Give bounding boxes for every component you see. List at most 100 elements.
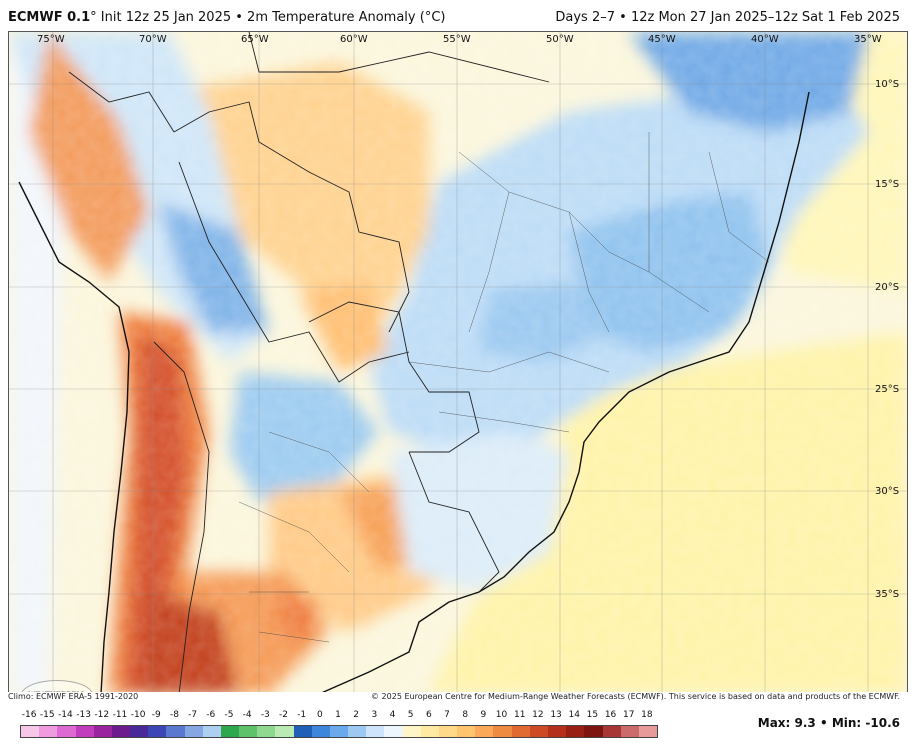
footer: Climo: ECMWF ERA-5 1991-2020 © 2025 Euro… [0, 692, 914, 704]
colorbar-swatch [329, 726, 349, 737]
colorbar-tick-label: -5 [224, 710, 234, 720]
map-title: ECMWF 0.1° Init 12z 25 Jan 2025 • 2m Tem… [8, 10, 445, 25]
colorbar-tick-label: 16 [604, 710, 617, 720]
copyright-note: © 2025 European Centre for Medium-Range … [371, 692, 900, 701]
colorbar-swatch [39, 726, 58, 737]
colorbar-swatch [293, 726, 312, 737]
min-label: Min [831, 716, 857, 730]
colorbar-swatch [438, 726, 458, 737]
colorbar-swatch [420, 726, 439, 737]
header: ECMWF 0.1° Init 12z 25 Jan 2025 • 2m Tem… [0, 0, 914, 30]
coastline [18, 91, 810, 694]
colorbar-swatch [202, 726, 221, 737]
colorbar-tick-label: 15 [586, 710, 599, 720]
colorbar-swatch [547, 726, 567, 737]
colorbar-tick-label: -1 [297, 710, 307, 720]
colorbar-swatch [475, 726, 494, 737]
colorbar-tick-label: -3 [260, 710, 270, 720]
colorbar-tick-label: 3 [371, 710, 378, 720]
colorbar-ticks: -16 -15 -14 -13 -12 -11 -10 -9 -8 -7 -6 -5 -4 -3 -2 -1 0… [20, 710, 656, 722]
colorbar-swatch [184, 726, 203, 737]
colorbar-tick-label: 11 [513, 710, 526, 720]
colorbar-swatch [638, 726, 658, 737]
max-value: 9.3 [794, 716, 816, 730]
lat-label: 10°S [875, 79, 899, 90]
colorbar-swatch [166, 726, 185, 737]
colorbar-tick-label: -11 [112, 710, 128, 720]
colorbar-swatch [384, 726, 403, 737]
colorbar-swatch [620, 726, 639, 737]
colorbar-tick-label: -12 [94, 710, 110, 720]
colorbar-tick-label: 4 [389, 710, 396, 720]
graticule [9, 32, 907, 694]
colorbar-swatch [257, 726, 276, 737]
colorbar-tick-label: 2 [353, 710, 360, 720]
colorbar-tick-label: -4 [242, 710, 252, 720]
colorbar-swatch [75, 726, 94, 737]
colorbar-tick-label: 18 [641, 710, 653, 720]
colorbar-swatch [366, 726, 385, 737]
colorbar-swatch [566, 726, 585, 737]
colorbar-swatch [275, 726, 294, 737]
axis-labels: 75°W 70°W 65°W 60°W 55°W 50°W 45°W 40°W … [37, 34, 899, 600]
colorbar-tick-label: 0 [316, 710, 323, 720]
lat-label: 15°S [875, 179, 899, 190]
lon-label: 45°W [648, 34, 676, 45]
colorbar-tick-label: -7 [188, 710, 198, 720]
lon-label: 35°W [854, 34, 882, 45]
colorbar-swatch [511, 726, 530, 737]
lat-label: 25°S [875, 384, 899, 395]
colorbar-tick-label: 8 [462, 710, 469, 720]
country-borders [68, 32, 550, 694]
lon-label: 40°W [751, 34, 779, 45]
init-info: ° Init 12z 25 Jan 2025 • 2m Temperature … [90, 10, 446, 25]
colorbar-swatch [584, 726, 603, 737]
max-min-stats: Max: 9.3 • Min: -10.6 [757, 716, 900, 730]
colorbar-tick-label: 6 [425, 710, 432, 720]
colorbar-tick-label: -10 [130, 710, 146, 720]
colorbar-swatch [57, 726, 76, 737]
colorbar-swatch [348, 726, 367, 737]
colorbar-swatch [130, 726, 149, 737]
colorbar-tick-label: 5 [407, 710, 414, 720]
colorbar-swatch [402, 726, 421, 737]
colorbar-tick-label: -14 [58, 710, 73, 720]
lon-label: 60°W [340, 34, 368, 45]
lon-label: 75°W [37, 34, 65, 45]
colorbar-tick-label: -6 [206, 710, 216, 720]
colorbar-swatch [311, 726, 330, 737]
texture-overlay [9, 32, 907, 694]
lon-label: 50°W [546, 34, 574, 45]
colorbar-swatch [21, 726, 40, 737]
colorbar-tick-label: -2 [278, 710, 288, 720]
colorbar-swatch [111, 726, 131, 737]
max-label: Max [757, 716, 786, 730]
lat-label: 30°S [875, 486, 899, 497]
climo-note: Climo: ECMWF ERA-5 1991-2020 [8, 692, 139, 701]
min-value: -10.6 [865, 716, 900, 730]
lon-label: 70°W [139, 34, 167, 45]
colorbar-tick-label: -13 [76, 710, 91, 720]
colorbar-tick-label: 13 [550, 710, 562, 720]
colorbar-tick-label: -16 [21, 710, 37, 720]
colorbar-tick-label: 17 [623, 710, 635, 720]
map-panel: 75°W 70°W 65°W 60°W 55°W 50°W 45°W 40°W … [8, 31, 908, 695]
colorbar-tick-label: 10 [495, 710, 508, 720]
model-name: ECMWF 0.1 [8, 10, 91, 25]
lat-label: 35°S [875, 589, 899, 600]
colorbar-swatch [602, 726, 621, 737]
lon-label: 65°W [241, 34, 269, 45]
colorbar-tick-label: -9 [151, 710, 161, 720]
colorbar-swatch [239, 726, 258, 737]
colorbar-swatch [220, 726, 240, 737]
colorbar-tick-label: -8 [169, 710, 179, 720]
colorbar-tick-label: 1 [335, 710, 341, 720]
colorbar-swatch [457, 726, 476, 737]
colorbar-tick-label: 7 [444, 710, 450, 720]
colorbar-swatch [93, 726, 112, 737]
colorbar-swatch [493, 726, 512, 737]
colorbar-tick-label: 14 [568, 710, 580, 720]
colorbar-tick-label: 12 [532, 710, 544, 720]
temperature-anomaly-map: 75°W 70°W 65°W 60°W 55°W 50°W 45°W 40°W … [9, 32, 907, 694]
state-borders [238, 132, 770, 643]
